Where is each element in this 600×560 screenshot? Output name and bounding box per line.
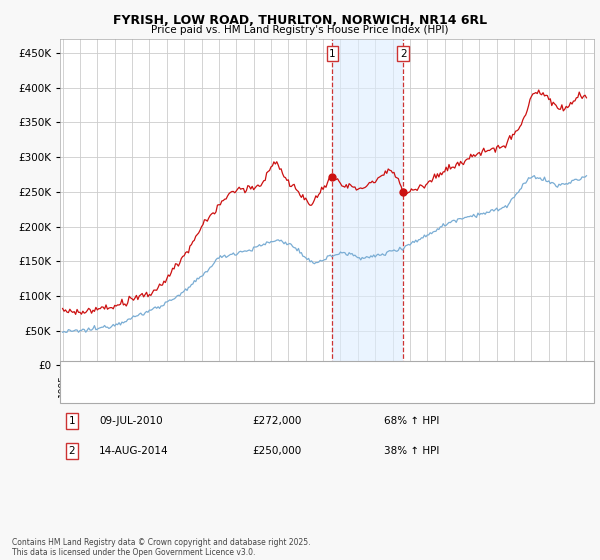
Text: FYRISH, LOW ROAD, THURLTON, NORWICH, NR14 6RL (semi-detached house): FYRISH, LOW ROAD, THURLTON, NORWICH, NR1… <box>99 367 478 377</box>
Text: Contains HM Land Registry data © Crown copyright and database right 2025.
This d: Contains HM Land Registry data © Crown c… <box>12 538 311 557</box>
Bar <box>332 39 403 365</box>
Text: 1: 1 <box>68 416 76 426</box>
Text: Price paid vs. HM Land Registry's House Price Index (HPI): Price paid vs. HM Land Registry's House … <box>151 25 449 35</box>
Text: 2: 2 <box>68 446 76 456</box>
Text: £272,000: £272,000 <box>252 416 301 426</box>
Text: £250,000: £250,000 <box>252 446 301 456</box>
Text: 2: 2 <box>400 49 407 59</box>
Text: 09-JUL-2010: 09-JUL-2010 <box>99 416 163 426</box>
Text: 38% ↑ HPI: 38% ↑ HPI <box>384 446 439 456</box>
Text: HPI: Average price, semi-detached house, South Norfolk: HPI: Average price, semi-detached house,… <box>99 386 373 396</box>
Text: FYRISH, LOW ROAD, THURLTON, NORWICH, NR14 6RL: FYRISH, LOW ROAD, THURLTON, NORWICH, NR1… <box>113 14 487 27</box>
Text: 14-AUG-2014: 14-AUG-2014 <box>99 446 169 456</box>
Text: 1: 1 <box>329 49 336 59</box>
Text: 68% ↑ HPI: 68% ↑ HPI <box>384 416 439 426</box>
